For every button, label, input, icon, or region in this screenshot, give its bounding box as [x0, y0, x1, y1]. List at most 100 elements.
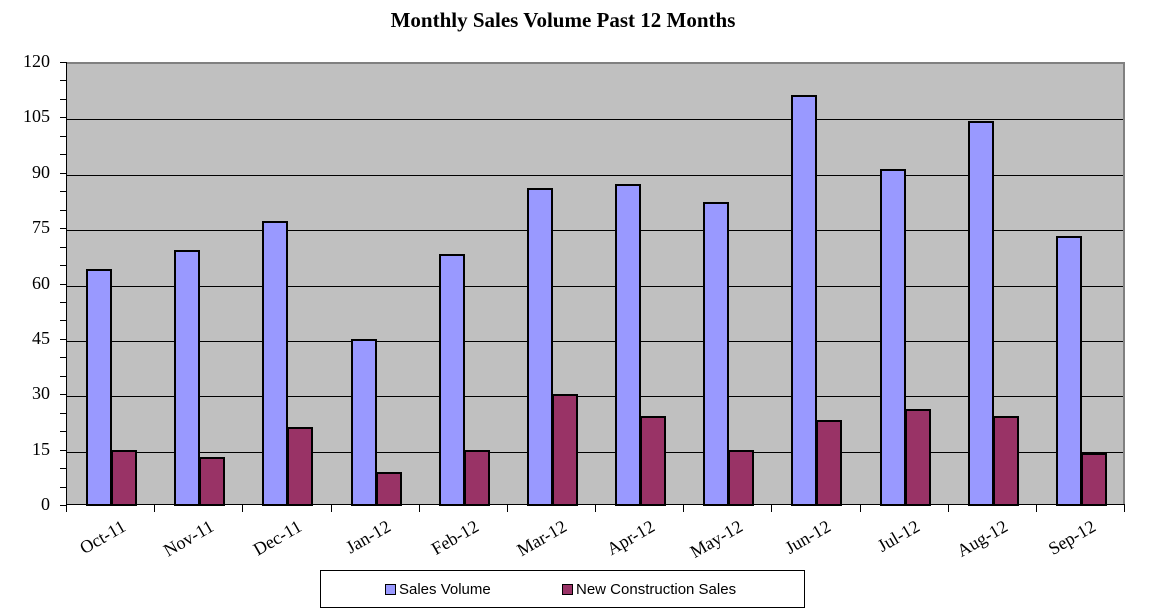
y-tick-label: 105	[23, 106, 50, 127]
plot-area	[67, 62, 1125, 505]
y-tick	[60, 154, 67, 156]
y-tick	[60, 98, 67, 100]
y-tick	[60, 357, 67, 359]
x-tick-label: Apr-12	[603, 516, 659, 560]
x-axis	[66, 504, 1125, 505]
x-tick-label: Sep-12	[1044, 516, 1099, 559]
y-tick	[60, 246, 67, 248]
x-tick	[418, 505, 420, 512]
bar-sales-volume	[703, 202, 730, 506]
x-tick	[771, 505, 773, 512]
y-tick	[60, 320, 67, 322]
bar-new-construction-sales	[375, 471, 402, 506]
y-tick-label: 60	[32, 272, 50, 293]
x-tick	[595, 505, 596, 512]
gridline	[67, 451, 1123, 453]
y-tick-label: 15	[32, 438, 50, 459]
y-tick-label: 45	[32, 327, 50, 348]
bar-new-construction-sales	[640, 416, 666, 506]
y-tick-label: 30	[32, 383, 50, 404]
bar-sales-volume	[262, 220, 289, 506]
x-tick-label: Dec-11	[250, 516, 306, 560]
x-tick-label: Nov-11	[160, 516, 218, 561]
x-tick-label: Jun-12	[781, 516, 835, 558]
legend-swatch-icon	[385, 584, 396, 595]
y-tick	[60, 394, 67, 396]
y-tick	[60, 228, 67, 230]
x-tick	[154, 505, 156, 512]
y-tick	[60, 301, 67, 303]
x-tick	[683, 505, 685, 512]
x-tick	[242, 505, 244, 512]
x-tick-label: Mar-12	[513, 516, 570, 561]
y-tick	[60, 80, 67, 82]
x-tick-label: Jan-12	[342, 516, 394, 558]
y-tick-label: 75	[32, 217, 50, 238]
y-tick	[60, 265, 67, 267]
bar-sales-volume	[1055, 235, 1082, 506]
y-tick-label: 120	[23, 51, 50, 71]
bar-new-construction-sales	[728, 449, 755, 506]
x-tick	[947, 505, 949, 512]
y-tick	[60, 172, 67, 174]
gridline	[67, 174, 1123, 176]
x-tick	[1124, 505, 1125, 512]
y-tick	[60, 135, 67, 137]
x-tick-label: Jul-12	[873, 516, 923, 556]
legend-item-new-construction-sales: New Construction Sales	[562, 581, 736, 598]
bar-sales-volume	[86, 268, 112, 506]
y-tick	[60, 375, 67, 377]
bar-new-construction-sales	[287, 427, 314, 506]
bar-new-construction-sales	[551, 394, 578, 506]
y-tick	[60, 283, 67, 285]
y-tick	[60, 486, 67, 488]
y-tick	[60, 117, 67, 119]
bar-new-construction-sales	[463, 449, 490, 506]
gridline	[67, 230, 1123, 232]
bar-new-construction-sales	[1080, 453, 1107, 506]
y-tick-label: 90	[32, 161, 50, 182]
bar-new-construction-sales	[199, 457, 226, 506]
y-tick	[60, 505, 67, 506]
legend-label: New Construction Sales	[576, 581, 737, 598]
gridline	[67, 119, 1123, 121]
x-tick	[330, 505, 332, 512]
chart-title: Monthly Sales Volume Past 12 Months	[390, 8, 736, 32]
bar-sales-volume	[967, 121, 994, 506]
y-tick	[60, 338, 67, 340]
gridline	[67, 285, 1123, 287]
bar-new-construction-sales	[111, 449, 137, 506]
x-tick	[66, 505, 67, 512]
y-tick	[60, 209, 67, 211]
x-tick-label: Feb-12	[427, 516, 482, 559]
bar-new-construction-sales	[992, 416, 1019, 506]
y-tick	[60, 412, 67, 414]
legend-label: Sales Volume	[399, 581, 491, 598]
x-tick-label: Aug-12	[953, 516, 1011, 561]
y-tick	[60, 431, 67, 433]
x-tick	[859, 505, 861, 512]
x-tick-label: May-12	[686, 516, 747, 562]
y-tick	[60, 191, 67, 193]
bar-sales-volume	[879, 169, 906, 506]
bar-sales-volume	[791, 95, 818, 506]
bar-sales-volume	[438, 253, 465, 506]
y-tick	[60, 449, 67, 451]
y-tick	[60, 62, 67, 63]
x-tick-label: Oct-11	[76, 516, 130, 558]
y-tick	[60, 468, 67, 470]
y-tick-label: 0	[41, 494, 50, 514]
legend-item-sales-volume: Sales Volume	[385, 581, 491, 598]
gridline	[67, 340, 1123, 342]
bar-sales-volume	[350, 338, 377, 506]
gridline	[67, 396, 1123, 398]
bar-new-construction-sales	[816, 420, 843, 506]
x-tick	[1035, 505, 1037, 512]
bar-sales-volume	[526, 187, 553, 506]
legend: Sales Volume New Construction Sales	[320, 570, 805, 608]
x-tick	[506, 505, 508, 512]
bar-sales-volume	[174, 250, 201, 506]
legend-swatch-icon	[562, 584, 573, 595]
bar-new-construction-sales	[904, 409, 931, 506]
bar-sales-volume	[615, 183, 641, 506]
